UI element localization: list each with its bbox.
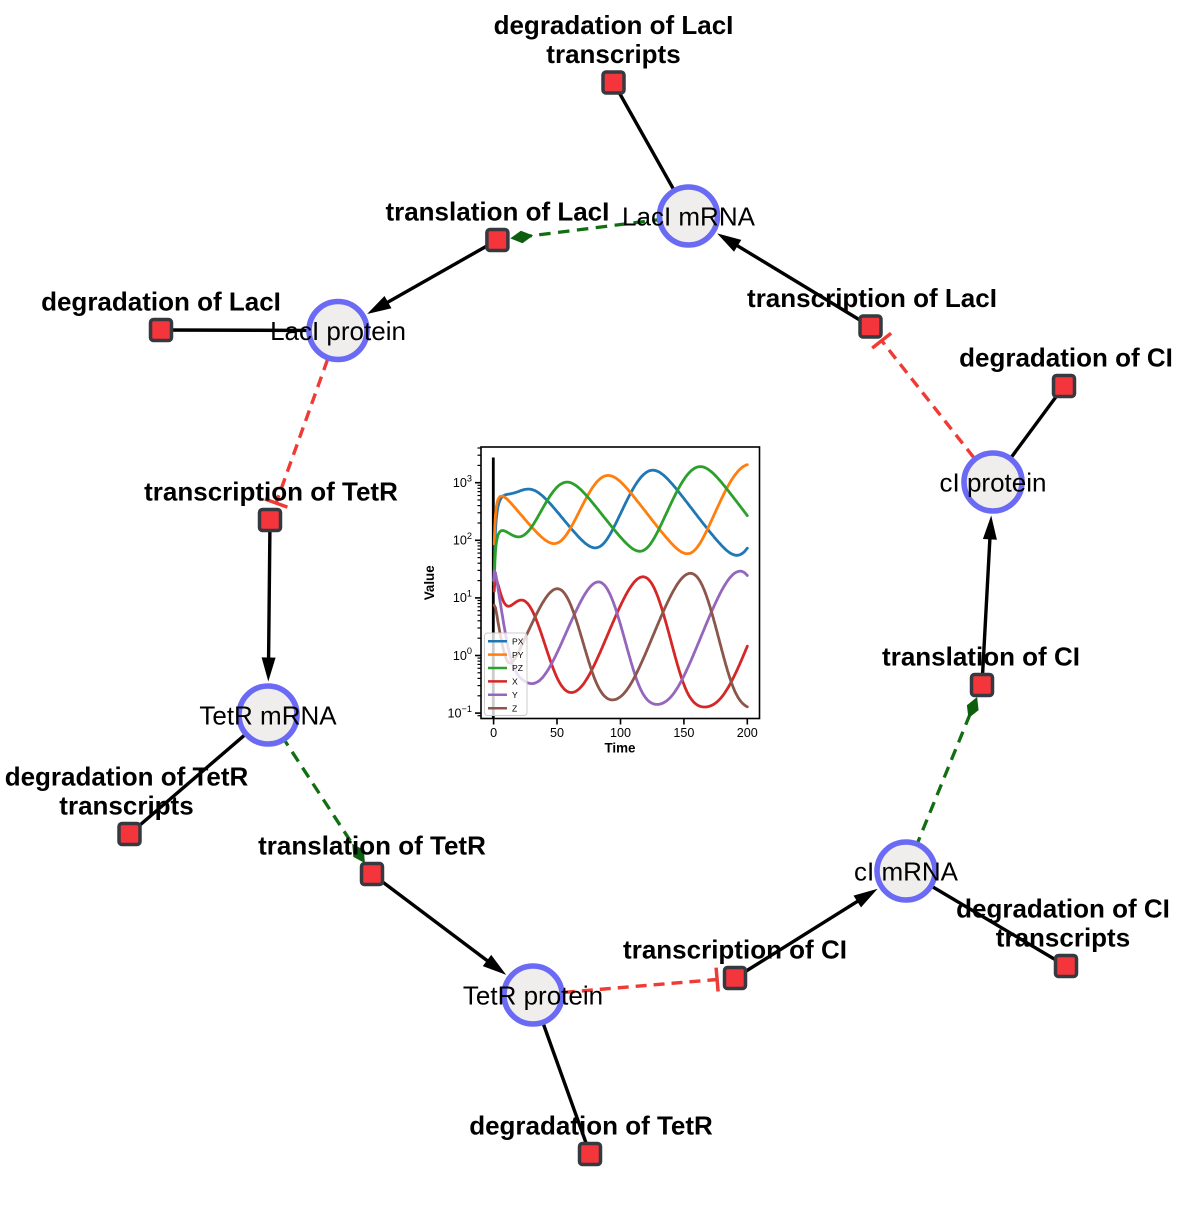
svg-text:150: 150 xyxy=(673,726,694,740)
svg-text:translation of TetR: translation of TetR xyxy=(258,831,486,861)
svg-text:0: 0 xyxy=(490,726,497,740)
svg-text:100: 100 xyxy=(453,646,472,663)
svg-text:Value: Value xyxy=(422,565,437,600)
svg-text:degradation of TetR: degradation of TetR xyxy=(5,762,249,792)
svg-text:50: 50 xyxy=(550,726,564,740)
svg-text:transcripts: transcripts xyxy=(546,39,680,69)
svg-text:LacI protein: LacI protein xyxy=(270,316,406,346)
svg-text:transcription of TetR: transcription of TetR xyxy=(144,477,398,507)
svg-text:Y: Y xyxy=(512,690,518,700)
svg-text:Time: Time xyxy=(604,741,635,756)
svg-text:TetR protein: TetR protein xyxy=(463,981,603,1011)
svg-text:transcripts: transcripts xyxy=(996,923,1130,953)
svg-text:PX: PX xyxy=(512,636,524,646)
svg-text:degradation of CI: degradation of CI xyxy=(959,343,1173,373)
svg-text:102: 102 xyxy=(453,531,472,548)
svg-text:101: 101 xyxy=(453,589,472,606)
svg-text:translation of CI: translation of CI xyxy=(882,642,1080,672)
svg-text:degradation of LacI: degradation of LacI xyxy=(494,10,734,40)
svg-text:100: 100 xyxy=(610,726,631,740)
svg-text:TetR mRNA: TetR mRNA xyxy=(199,701,337,731)
svg-text:PZ: PZ xyxy=(512,663,523,673)
svg-text:transcription of CI: transcription of CI xyxy=(623,935,847,965)
svg-text:PY: PY xyxy=(512,650,524,660)
svg-text:degradation of LacI: degradation of LacI xyxy=(41,287,281,317)
svg-text:103: 103 xyxy=(453,473,472,490)
svg-text:degradation of TetR: degradation of TetR xyxy=(469,1111,713,1141)
svg-text:transcripts: transcripts xyxy=(59,791,193,821)
svg-text:cI protein: cI protein xyxy=(940,468,1047,498)
svg-text:X: X xyxy=(512,677,518,687)
svg-text:Z: Z xyxy=(512,703,517,713)
svg-text:degradation of CI: degradation of CI xyxy=(956,894,1170,924)
svg-text:cI mRNA: cI mRNA xyxy=(854,857,959,887)
svg-text:LacI mRNA: LacI mRNA xyxy=(622,202,756,232)
svg-text:200: 200 xyxy=(737,726,758,740)
svg-text:translation of LacI: translation of LacI xyxy=(385,197,609,227)
svg-text:10−1: 10−1 xyxy=(448,704,473,721)
svg-text:transcription of LacI: transcription of LacI xyxy=(747,283,997,313)
